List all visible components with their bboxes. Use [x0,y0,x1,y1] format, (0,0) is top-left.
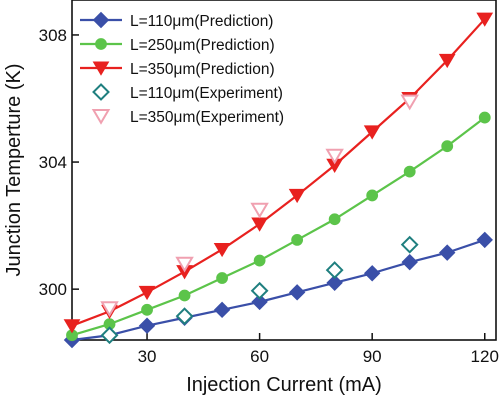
legend-label: L=350μm(Experiment) [130,109,284,126]
data-point [441,140,454,153]
data-point [251,293,268,311]
legend: L=110μm(Prediction) L=250μm(Prediction) L=… [80,11,284,126]
plot-frame [71,0,497,341]
data-point [175,256,194,273]
data-point [325,261,344,280]
data-point [325,148,344,165]
x-tick-label: 120 [471,347,499,366]
data-point [288,284,306,301]
series-layer [63,12,494,349]
data-point [400,94,419,111]
data-point [400,235,419,254]
data-point [178,289,191,302]
legend-marker [92,83,110,101]
legend-item: L=350μm(Experiment) [91,109,284,126]
x-tick-label: 90 [363,347,382,366]
series-3 [100,235,419,345]
data-point [363,125,381,140]
data-point [363,265,381,282]
data-point [216,272,228,284]
legend-marker [91,109,111,125]
x-axis-title: Injection Current (mA) [186,374,382,396]
data-point [138,285,156,301]
data-point [288,188,306,204]
y-axis-title: Junction Temperture (K) [3,63,25,276]
data-point [250,202,269,219]
data-point [213,301,231,319]
series-1 [66,111,491,342]
x-tick-label: 60 [250,347,269,366]
data-point [328,213,341,226]
y-tick-label: 308 [39,26,67,45]
series-line [71,116,486,337]
legend-marker [92,61,110,76]
series-2 [63,12,494,334]
legend-item: L=110μm(Experiment) [92,83,283,102]
data-point [403,165,416,178]
data-point [100,301,119,317]
data-point [253,254,266,267]
data-point [63,319,81,334]
data-point [401,253,418,271]
data-point [100,326,119,345]
data-point [476,231,493,249]
legend-label: L=250μm(Prediction) [130,37,275,54]
series-4 [100,94,419,317]
legend-item: L=250μm(Prediction) [80,37,275,54]
y-tick-label: 304 [39,153,67,172]
data-point [478,111,491,124]
data-point [439,244,456,261]
legend-item: L=350μm(Prediction) [80,61,275,78]
data-point [213,242,231,258]
legend-item: L=110μm(Prediction) [80,11,273,30]
data-point [438,53,456,69]
data-point [291,234,304,246]
legend-marker [95,38,107,50]
data-point [366,189,379,202]
data-point [141,303,153,316]
data-point [175,307,194,326]
series-line [71,238,486,342]
legend-label: L=110μm(Experiment) [130,85,283,102]
data-point [476,12,494,27]
data-point [138,317,156,334]
data-point [250,281,269,300]
legend-label: L=110μm(Prediction) [130,13,273,30]
data-point [326,274,343,292]
x-tick-label: 30 [138,347,157,366]
legend-marker [92,11,110,29]
legend-label: L=350μm(Prediction) [130,61,275,78]
y-tick-label: 300 [39,280,67,299]
axes: 30 60 90 120 300 304 308 [39,26,499,366]
